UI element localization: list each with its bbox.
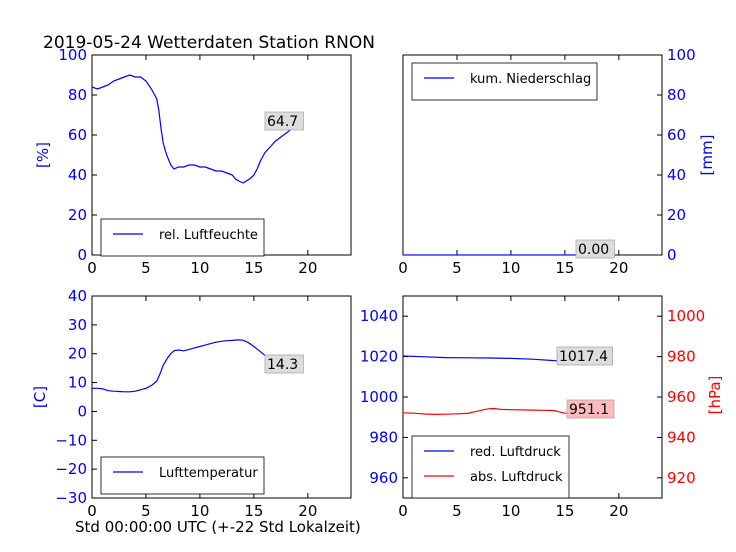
pressure-chart-ytick-label: 1020 xyxy=(360,348,398,366)
humidity-chart-xtick-label: 10 xyxy=(190,259,209,277)
pressure-chart-ytick-label: 980 xyxy=(667,348,696,366)
precipitation-chart-xtick-label: 5 xyxy=(452,259,462,277)
pressure-chart-xtick-label: 15 xyxy=(555,502,574,520)
precipitation-chart-xtick-label: 15 xyxy=(555,259,574,277)
pressure-chart-xtick-label: 20 xyxy=(609,502,628,520)
precipitation-chart-ytick-label: 40 xyxy=(667,166,686,184)
temperature-chart-xtick-label: 10 xyxy=(190,502,209,520)
temperature-chart-frame xyxy=(91,295,352,499)
humidity-chart-ytick-label: 20 xyxy=(68,206,87,224)
temperature-chart-ytick-label: 10 xyxy=(68,374,87,392)
temperature-chart-ytick-label: 30 xyxy=(68,316,87,334)
x-axis-label: Std 00:00:00 UTC (+-22 Std Lokalzeit) xyxy=(75,518,361,536)
pressure-chart-ytick-label: 960 xyxy=(667,388,696,406)
humidity-chart-y-axis-label: [%] xyxy=(34,142,52,168)
precipitation-chart-xtick-label: 0 xyxy=(398,259,408,277)
temperature-chart-xtick-label: 5 xyxy=(141,502,151,520)
humidity-chart-xtick-label: 0 xyxy=(87,259,97,277)
pressure-chart-y-axis-label: [hPa] xyxy=(706,376,724,415)
humidity-chart-series-line xyxy=(92,74,301,184)
precipitation-chart-y-axis-label: [mm] xyxy=(698,135,716,176)
humidity-chart-ytick-label: 60 xyxy=(68,126,87,144)
pressure-chart-ytick-label: 1040 xyxy=(360,307,398,325)
temperature-chart-legend-box xyxy=(100,456,265,495)
temperature-chart-annotation: 14.3 xyxy=(267,357,298,373)
precipitation-chart-ytick-label: 0 xyxy=(667,246,677,264)
humidity-chart-ytick-label: 0 xyxy=(77,246,87,264)
humidity-chart-xtick-label: 15 xyxy=(244,259,263,277)
pressure-chart-annotation: 1017.4 xyxy=(559,349,608,365)
pressure-chart-legend-box xyxy=(411,435,570,499)
precipitation-chart-annotation: 0.00 xyxy=(578,242,609,258)
pressure-chart-xtick-label: 0 xyxy=(398,502,408,520)
temperature-chart-ytick-label: −20 xyxy=(55,460,87,478)
temperature-chart-ytick-label: −10 xyxy=(55,431,87,449)
humidity-chart-xtick-label: 20 xyxy=(298,259,317,277)
precipitation-chart-ytick-label: 100 xyxy=(667,46,696,64)
precipitation-chart-xtick-label: 10 xyxy=(501,259,520,277)
humidity-chart-legend-box xyxy=(100,218,265,257)
temperature-chart-annotation-box xyxy=(264,354,304,374)
humidity-chart-ytick-label: 100 xyxy=(58,46,87,64)
temperature-chart-legend-label: Lufttemperatur xyxy=(159,466,258,481)
humidity-chart-ytick-label: 40 xyxy=(68,166,87,184)
pressure-chart-ytick-label: 980 xyxy=(369,428,398,446)
temperature-chart-ytick-label: 40 xyxy=(68,287,87,305)
temperature-chart-ytick-label: −30 xyxy=(55,489,87,507)
precipitation-chart-xtick-label: 20 xyxy=(609,259,628,277)
precipitation-chart-annotation-box xyxy=(575,239,615,259)
humidity-chart-xtick-label: 5 xyxy=(141,259,151,277)
precipitation-chart-legend-label: kum. Niederschlag xyxy=(470,72,591,87)
pressure-chart-legend-label: red. Luftdruck xyxy=(470,445,561,460)
precipitation-chart-ytick-label: 20 xyxy=(667,206,686,224)
temperature-chart-xtick-label: 15 xyxy=(244,502,263,520)
temperature-chart-xtick-label: 20 xyxy=(298,502,317,520)
figure-title: 2019-05-24 Wetterdaten Station RNON xyxy=(43,33,375,53)
temperature-chart-xtick-label: 0 xyxy=(87,502,97,520)
temperature-chart-ytick-label: 20 xyxy=(68,345,87,363)
pressure-chart-legend-label: abs. Luftdruck xyxy=(470,470,563,485)
humidity-chart-annotation: 64.7 xyxy=(267,114,298,130)
precipitation-chart-ytick-label: 80 xyxy=(667,86,686,104)
pressure-chart-ytick-label: 1000 xyxy=(667,307,705,325)
precipitation-chart-legend-box xyxy=(411,62,598,101)
pressure-chart-ytick-label: 920 xyxy=(667,469,696,487)
pressure-chart-xtick-label: 10 xyxy=(501,502,520,520)
pressure-chart-ytick-label: 960 xyxy=(369,469,398,487)
precipitation-chart-ytick-label: 60 xyxy=(667,126,686,144)
pressure-chart-ytick-label: 1000 xyxy=(360,388,398,406)
temperature-chart-ytick-label: 0 xyxy=(77,402,87,420)
pressure-chart-ytick-label: 940 xyxy=(667,428,696,446)
temperature-chart-y-axis-label: [C] xyxy=(31,386,49,408)
humidity-chart-legend-label: rel. Luftfeuchte xyxy=(159,228,258,243)
humidity-chart-annotation-box xyxy=(264,111,304,131)
pressure-chart-annotation: 951.1 xyxy=(569,402,609,418)
pressure-chart-annotation-box xyxy=(566,399,615,419)
pressure-chart-xtick-label: 5 xyxy=(452,502,462,520)
humidity-chart-ytick-label: 80 xyxy=(68,86,87,104)
pressure-chart-annotation-box xyxy=(556,346,613,366)
